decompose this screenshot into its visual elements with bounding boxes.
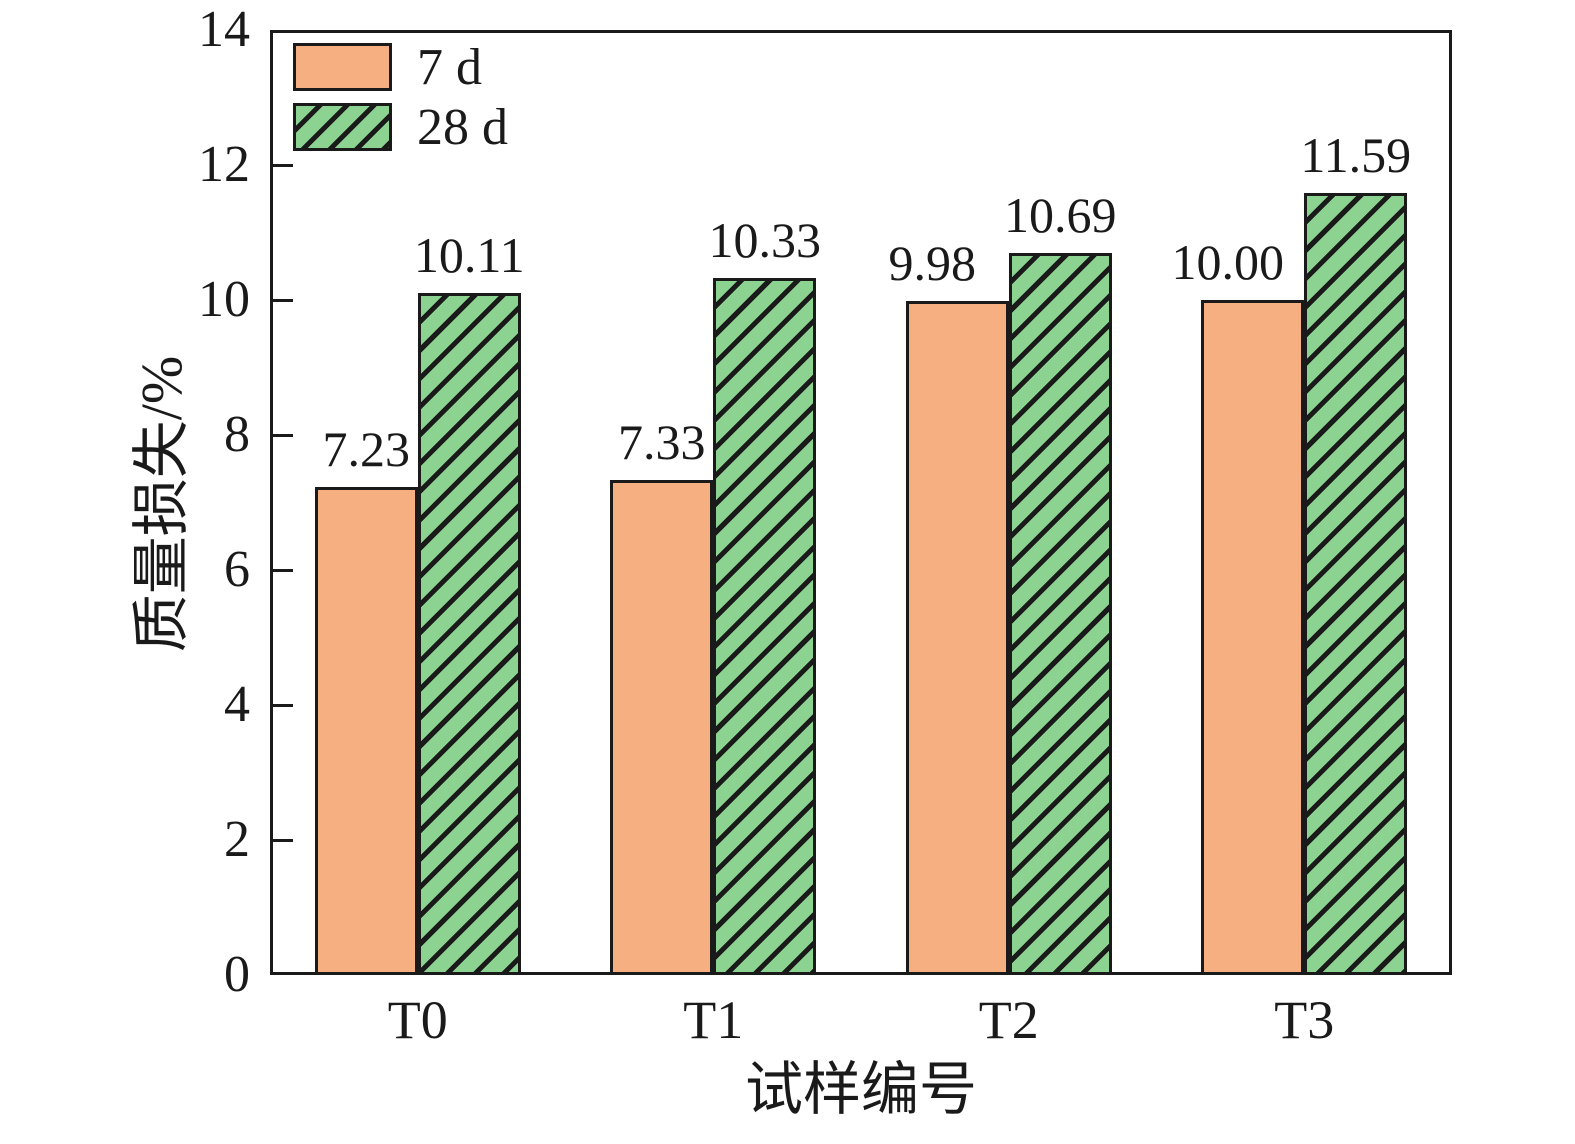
bar-28d-T3	[1304, 193, 1408, 975]
bar-7d-T1	[610, 480, 714, 975]
y-axis-tick-label: 2	[224, 811, 250, 868]
x-category-label-T0: T0	[387, 990, 448, 1050]
bar-value-label: 10.00	[1171, 234, 1285, 290]
bar-28d-T1	[713, 278, 817, 975]
y-axis-tick-mark	[273, 433, 293, 437]
bar-value-label: 11.59	[1300, 127, 1412, 183]
bar-value-label: 7.33	[618, 414, 706, 470]
bar-28d-T2	[1008, 253, 1112, 975]
bar-28d-T0	[417, 293, 521, 975]
y-axis-tick-label: 6	[224, 541, 250, 598]
y-axis-tick-mark	[273, 568, 293, 572]
x-category-label-T3: T3	[1274, 990, 1335, 1050]
bar-value-label: 10.33	[708, 212, 822, 268]
bar-value-label: 7.23	[322, 421, 411, 477]
bar-value-label: 10.69	[1004, 187, 1117, 243]
y-axis-tick-label: 14	[198, 1, 250, 58]
y-axis-tick-label: 8	[224, 406, 250, 463]
y-axis-title: 质量损失/%	[129, 355, 194, 653]
x-category-label-T2: T2	[978, 990, 1039, 1050]
y-axis-tick-label: 4	[224, 676, 250, 733]
y-axis-tick-mark	[273, 163, 293, 167]
y-axis-tick-mark	[273, 298, 293, 302]
bar-value-label: 10.11	[413, 227, 525, 283]
legend-label-28d: 28 d	[417, 99, 508, 156]
bar-7d-T3	[1201, 300, 1305, 975]
x-axis-title: 试样编号	[744, 1057, 977, 1122]
y-axis-tick-label: 0	[224, 946, 250, 1003]
bar-value-label: 9.98	[888, 235, 977, 291]
plot-frame	[270, 30, 1452, 975]
legend-swatch-28d	[293, 103, 392, 151]
bar-7d-T2	[905, 301, 1009, 975]
x-category-label-T1: T1	[683, 990, 744, 1050]
legend-label-7d: 7 d	[417, 39, 482, 96]
y-axis-tick-mark	[273, 703, 293, 707]
y-axis-tick-label: 12	[198, 136, 250, 193]
bar-7d-T0	[314, 487, 418, 975]
y-axis-tick-mark	[273, 838, 293, 842]
legend-swatch-7d	[293, 43, 392, 91]
y-axis-tick-label: 10	[198, 271, 250, 328]
